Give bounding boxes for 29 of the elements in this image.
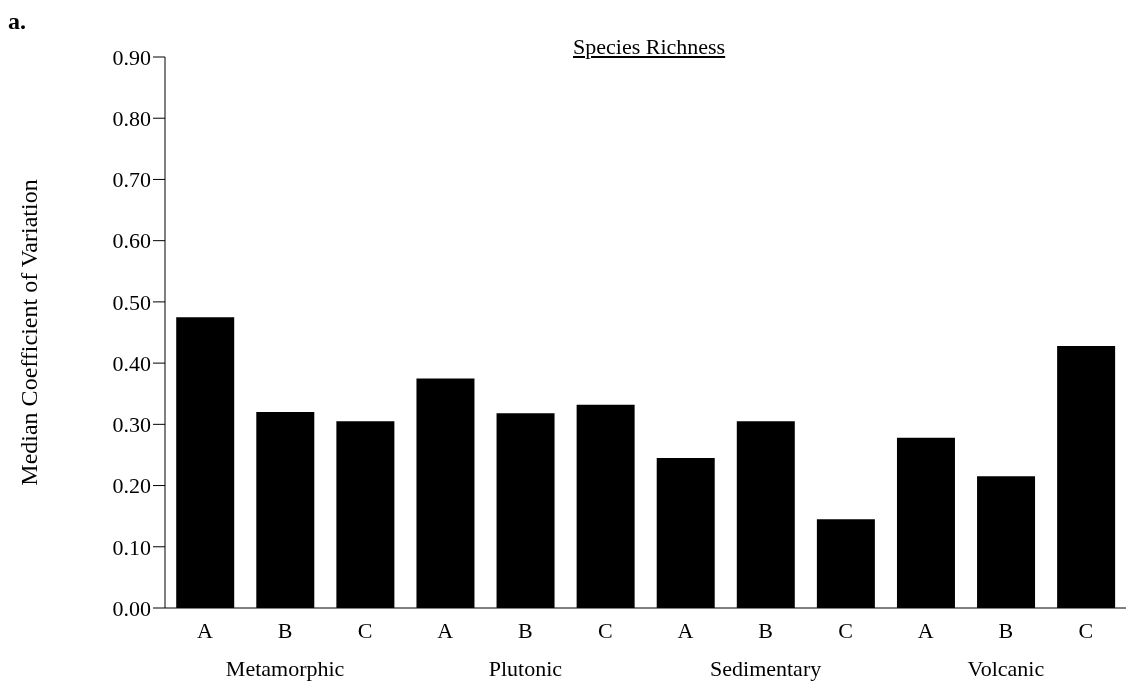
x-tick-label: B [518, 618, 533, 643]
y-tick-label: 0.50 [112, 289, 151, 315]
x-tick-label: B [758, 618, 773, 643]
y-axis-title: Median Coefficient of Variation [15, 179, 42, 486]
x-tick-label: C [357, 618, 373, 643]
x-tick-label: A [917, 618, 934, 643]
x-tick-label: C [598, 618, 613, 643]
y-tick-label: 0.40 [112, 350, 151, 376]
y-tick-label: 0.20 [112, 473, 151, 499]
y-tick-label: 0.70 [112, 167, 151, 193]
x-tick-label: A [677, 618, 694, 643]
y-tick-label: 0.80 [112, 106, 151, 132]
text: a. [8, 8, 26, 35]
x-tick-label: C [1078, 618, 1094, 643]
x-tick-label: A [437, 618, 454, 643]
y-tick-label: 0.00 [112, 595, 151, 621]
text: Sedimentary [710, 656, 822, 681]
text: Metamorphic [225, 656, 345, 681]
y-tick-label: 0.10 [112, 534, 151, 560]
x-tick-label: B [277, 618, 293, 643]
chart-title: Species Richness [573, 34, 726, 60]
y-tick-label: 0.60 [112, 228, 151, 254]
text: Volcanic [967, 656, 1045, 681]
x-tick-label: A [197, 618, 214, 643]
x-tick-label: B [998, 618, 1014, 643]
y-tick-label: 0.90 [112, 44, 151, 70]
text: Plutonic [488, 656, 563, 681]
y-tick-label: 0.30 [112, 412, 151, 438]
x-tick-label: C [838, 618, 854, 643]
